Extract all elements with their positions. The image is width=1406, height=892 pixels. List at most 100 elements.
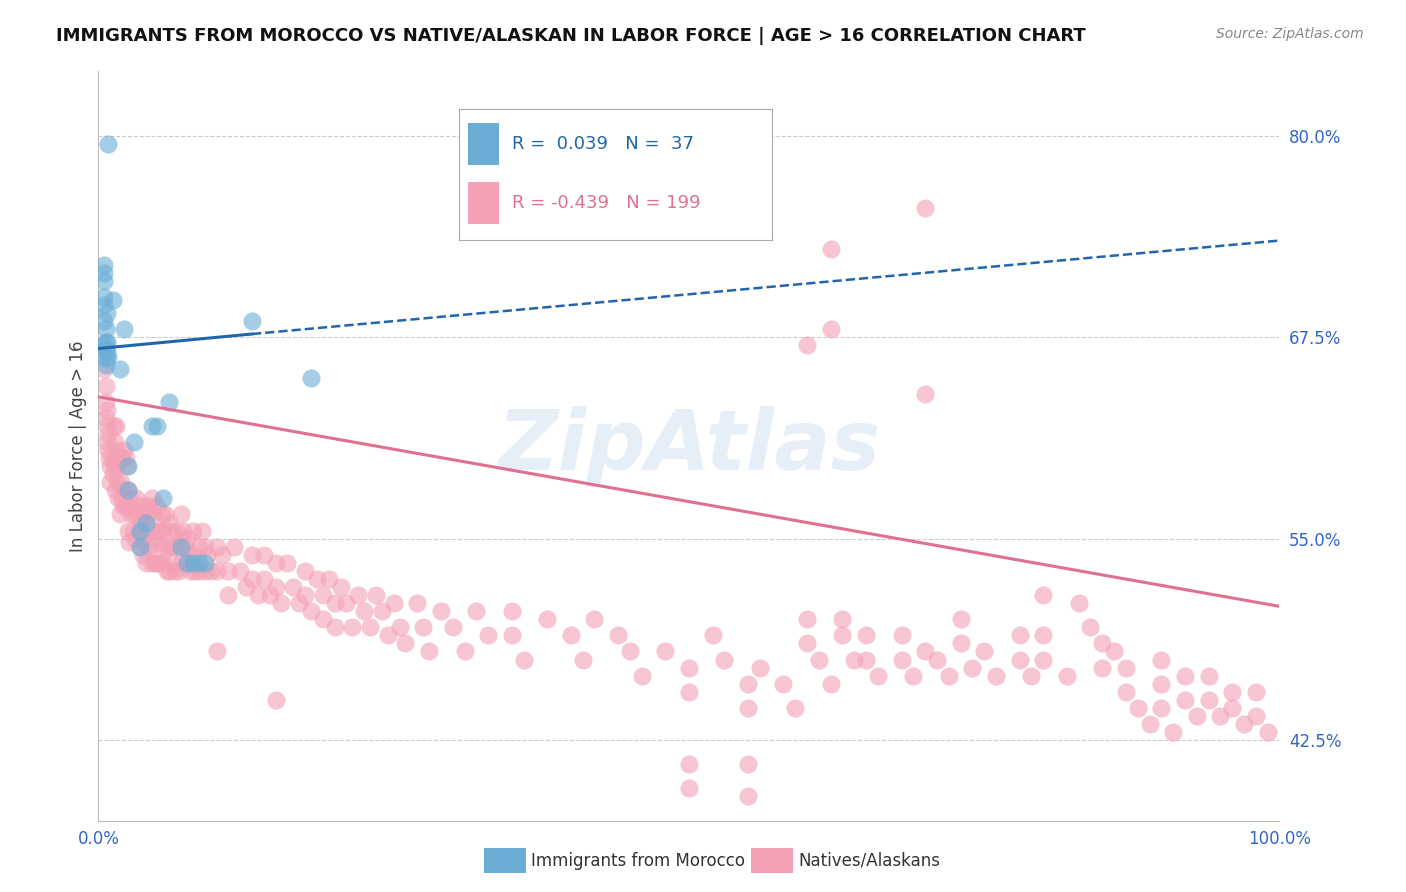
Point <box>1174 693 1197 707</box>
Point <box>329 580 352 594</box>
Point <box>136 540 159 554</box>
Point <box>702 628 724 642</box>
Point <box>97 426 120 441</box>
Point <box>115 500 138 514</box>
Point <box>94 351 117 366</box>
Point <box>139 540 162 554</box>
Point <box>796 636 818 650</box>
Text: Natives/Alaskans: Natives/Alaskans <box>799 852 941 870</box>
Point <box>132 548 155 562</box>
Point <box>105 459 128 474</box>
Point <box>1198 693 1220 707</box>
Point <box>141 524 163 538</box>
Point <box>678 781 700 796</box>
Point <box>283 580 305 594</box>
Point <box>93 314 115 328</box>
Point <box>501 604 523 618</box>
Point <box>1220 701 1243 715</box>
Point <box>105 418 128 433</box>
Point <box>831 612 853 626</box>
Point <box>97 136 120 151</box>
Point <box>96 434 118 449</box>
Point <box>938 668 960 682</box>
Point <box>418 644 440 658</box>
Point <box>270 596 292 610</box>
Point <box>149 556 172 570</box>
Point <box>136 508 159 522</box>
Point <box>294 564 316 578</box>
Point <box>94 322 117 336</box>
Point <box>240 314 263 328</box>
Point <box>135 556 157 570</box>
Point <box>501 628 523 642</box>
Point <box>98 459 121 474</box>
Point <box>205 540 228 554</box>
Point <box>1198 668 1220 682</box>
Point <box>170 532 193 546</box>
Point <box>844 652 866 666</box>
Point <box>93 266 115 280</box>
Point <box>127 508 149 522</box>
Point <box>453 644 475 658</box>
Point <box>117 483 139 498</box>
Point <box>855 628 877 642</box>
Point <box>984 668 1007 682</box>
Point <box>121 524 143 538</box>
Point <box>135 500 157 514</box>
Y-axis label: In Labor Force | Age > 16: In Labor Force | Age > 16 <box>69 340 87 552</box>
Point <box>217 588 239 602</box>
Point <box>240 548 263 562</box>
Point <box>166 540 188 554</box>
Point <box>1032 588 1054 602</box>
Point <box>108 508 131 522</box>
Point <box>170 556 193 570</box>
Point <box>678 684 700 698</box>
Point <box>152 524 174 538</box>
Point <box>949 636 972 650</box>
Point <box>93 362 115 376</box>
Point <box>1233 717 1256 731</box>
Point <box>1032 652 1054 666</box>
Point <box>772 676 794 690</box>
Point <box>128 540 150 554</box>
Point <box>114 500 136 514</box>
Point <box>172 524 194 538</box>
Point <box>128 524 150 538</box>
Point <box>117 459 139 474</box>
Point <box>124 532 146 546</box>
Point <box>180 564 202 578</box>
Point <box>107 451 129 466</box>
Point <box>146 524 169 538</box>
Point <box>1257 725 1279 739</box>
Point <box>94 394 117 409</box>
Point <box>110 475 132 490</box>
Point <box>141 491 163 506</box>
Point <box>152 491 174 506</box>
Point <box>101 467 124 482</box>
Point <box>246 588 269 602</box>
Point <box>583 612 606 626</box>
Point <box>264 580 287 594</box>
Point <box>1102 644 1125 658</box>
Point <box>890 652 912 666</box>
Point <box>103 418 125 433</box>
Point <box>235 580 257 594</box>
Point <box>194 556 217 570</box>
Point <box>512 652 534 666</box>
Point <box>160 556 183 570</box>
Point <box>406 596 429 610</box>
Point <box>93 290 115 304</box>
Point <box>128 524 150 538</box>
Point <box>108 362 131 376</box>
Point <box>1209 709 1232 723</box>
Point <box>796 612 818 626</box>
Point <box>146 500 169 514</box>
Point <box>150 540 173 554</box>
Point <box>118 500 141 514</box>
Point <box>135 516 157 530</box>
Point <box>914 386 936 401</box>
Point <box>176 556 198 570</box>
Point <box>187 564 209 578</box>
Point <box>93 274 115 288</box>
Point <box>1150 676 1173 690</box>
